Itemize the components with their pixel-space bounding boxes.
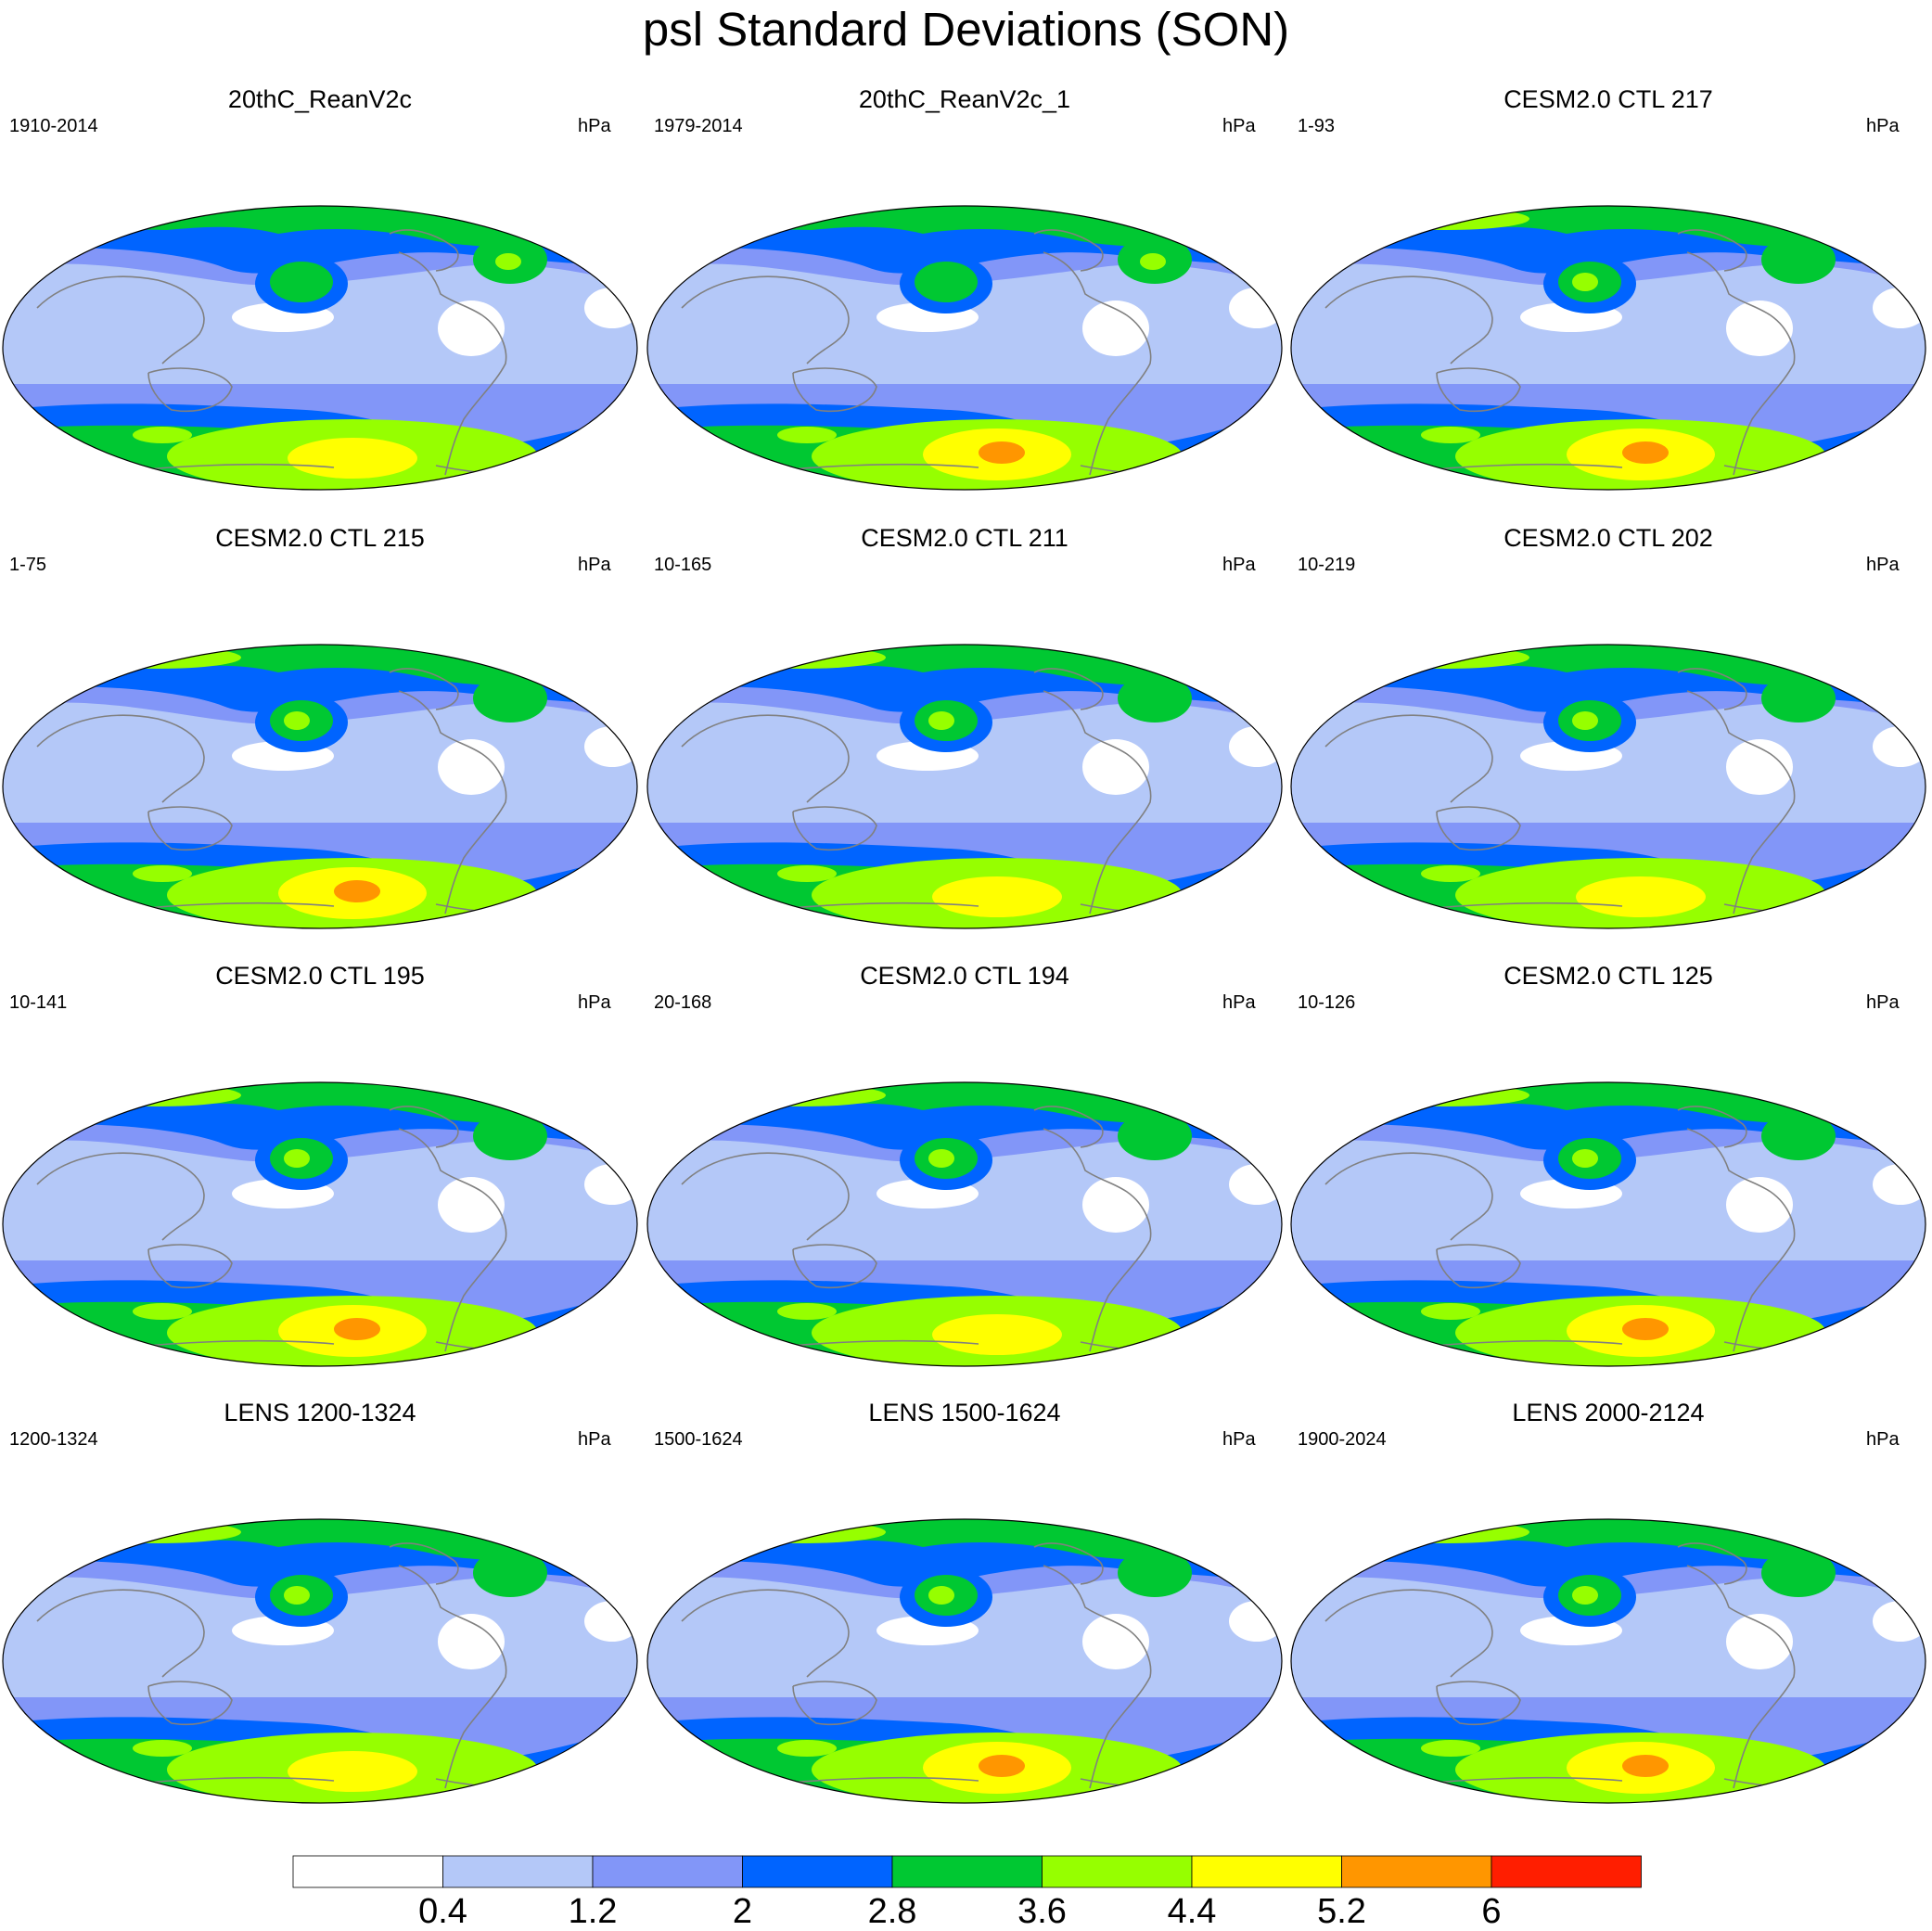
panel-units: hPa: [1866, 555, 1900, 575]
map-panel: 20thC_ReanV2c_1 1979-2014 hPa: [645, 85, 1285, 517]
psl-std-map: [646, 644, 1283, 929]
panel-period: 1-93: [1298, 116, 1336, 136]
panel-period: 10-165: [654, 555, 712, 575]
panel-title: CESM2.0 CTL 194: [860, 962, 1069, 990]
colorbar-label: 4.4: [1168, 1892, 1217, 1931]
panel-period: 1500-1624: [654, 1429, 743, 1450]
panel-units: hPa: [578, 1429, 611, 1450]
panel-units: hPa: [578, 992, 611, 1013]
map-panel: LENS 2000-2124 1900-2024 hPa: [1288, 1399, 1928, 1830]
panel-period: 1900-2024: [1298, 1429, 1387, 1450]
panel-title: CESM2.0 CTL 217: [1503, 85, 1713, 113]
colorbar-swatch: [1341, 1855, 1492, 1888]
panel-title: LENS 2000-2124: [1512, 1399, 1705, 1426]
panel-title: CESM2.0 CTL 125: [1503, 962, 1713, 990]
panel-period: 1-75: [9, 555, 47, 575]
psl-std-map: [646, 1518, 1283, 1804]
colorbar-label: 2: [733, 1892, 752, 1931]
panel-title: LENS 1200-1324: [224, 1399, 416, 1426]
colorbar-label: 1.2: [569, 1892, 618, 1931]
panel-units: hPa: [578, 555, 611, 575]
psl-std-map: [1290, 205, 1926, 491]
map-panel: 20thC_ReanV2c 1910-2014 hPa: [0, 85, 640, 517]
colorbar-label: 2.8: [868, 1892, 917, 1931]
panel-units: hPa: [1222, 116, 1256, 136]
map-panel: CESM2.0 CTL 217 1-93 hPa: [1288, 85, 1928, 517]
psl-std-map: [2, 644, 638, 929]
panel-period: 1979-2014: [654, 116, 743, 136]
panel-units: hPa: [1222, 1429, 1256, 1450]
map-panel: LENS 1200-1324 1200-1324 hPa: [0, 1399, 640, 1830]
psl-std-map: [646, 205, 1283, 491]
panel-title: 20thC_ReanV2c: [227, 85, 413, 113]
map-panel: CESM2.0 CTL 194 20-168 hPa: [645, 962, 1285, 1393]
panel-units: hPa: [578, 116, 611, 136]
colorbar-label: 0.4: [418, 1892, 467, 1931]
panel-period: 10-126: [1298, 992, 1356, 1013]
psl-std-map: [1290, 1518, 1926, 1804]
panel-units: hPa: [1222, 555, 1256, 575]
psl-std-map: [2, 1081, 638, 1367]
map-panel: CESM2.0 CTL 215 1-75 hPa: [0, 524, 640, 955]
panel-title: LENS 1500-1624: [868, 1399, 1061, 1426]
colorbar-swatch: [292, 1855, 443, 1888]
colorbar-swatch: [1191, 1855, 1342, 1888]
panel-units: hPa: [1222, 992, 1256, 1013]
colorbar-swatch: [442, 1855, 594, 1888]
colorbar-label: 5.2: [1317, 1892, 1366, 1931]
colorbar-swatch: [592, 1855, 743, 1888]
psl-std-map: [2, 1518, 638, 1804]
panel-title: CESM2.0 CTL 195: [215, 962, 425, 990]
psl-std-map: [2, 205, 638, 491]
panel-period: 1910-2014: [9, 116, 98, 136]
map-panel: CESM2.0 CTL 211 10-165 hPa: [645, 524, 1285, 955]
colorbar-swatch: [742, 1855, 893, 1888]
panel-units: hPa: [1866, 992, 1900, 1013]
colorbar-label: 3.6: [1017, 1892, 1067, 1931]
panel-period: 10-141: [9, 992, 68, 1013]
panel-period: 20-168: [654, 992, 712, 1013]
panel-title: CESM2.0 CTL 211: [861, 524, 1068, 552]
map-panel: CESM2.0 CTL 125 10-126 hPa: [1288, 962, 1928, 1393]
panel-units: hPa: [1866, 116, 1900, 136]
psl-std-map: [646, 1081, 1283, 1367]
colorbar-swatch: [1042, 1855, 1193, 1888]
map-panel: LENS 1500-1624 1500-1624 hPa: [645, 1399, 1285, 1830]
figure-title: psl Standard Deviations (SON): [642, 3, 1290, 56]
psl-std-map: [1290, 644, 1926, 929]
map-panel: CESM2.0 CTL 202 10-219 hPa: [1288, 524, 1928, 955]
colorbar-label: 6: [1481, 1892, 1501, 1931]
panel-units: hPa: [1866, 1429, 1900, 1450]
panel-period: 1200-1324: [9, 1429, 98, 1450]
panel-title: CESM2.0 CTL 202: [1503, 524, 1713, 552]
panel-title: 20thC_ReanV2c_1: [858, 85, 1071, 113]
panel-period: 10-219: [1298, 555, 1356, 575]
colorbar-swatch: [1491, 1855, 1642, 1888]
colorbar-swatch: [891, 1855, 1043, 1888]
panel-title: CESM2.0 CTL 215: [215, 524, 425, 552]
psl-std-map: [1290, 1081, 1926, 1367]
map-panel: CESM2.0 CTL 195 10-141 hPa: [0, 962, 640, 1393]
